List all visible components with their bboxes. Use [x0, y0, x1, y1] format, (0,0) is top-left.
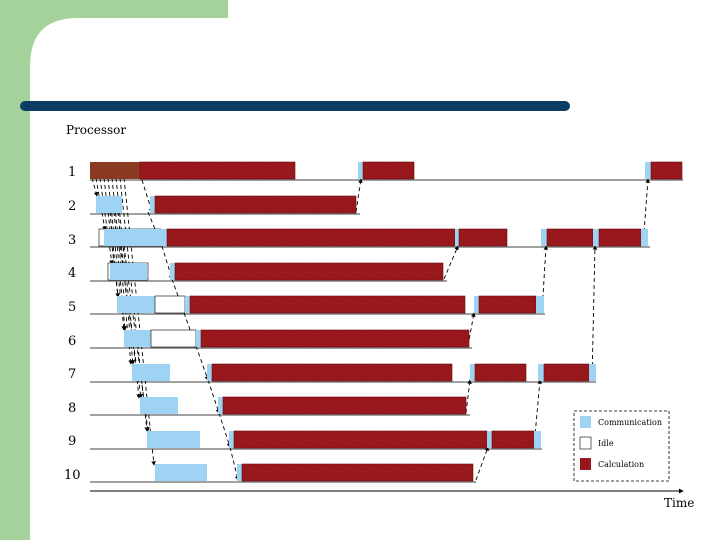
calc-block	[166, 228, 456, 247]
comm-block	[358, 162, 363, 179]
idle-block	[154, 295, 186, 314]
comm-block	[536, 296, 544, 313]
slide-frame	[0, 0, 570, 540]
title-bar	[20, 101, 570, 111]
calc-block	[491, 430, 535, 449]
message-arrow	[115, 177, 141, 399]
calc-block	[211, 363, 453, 382]
legend-swatch-calculation	[580, 458, 591, 470]
comm-block	[96, 196, 122, 213]
calc-block	[154, 195, 357, 214]
comm-block	[104, 229, 162, 246]
message-arrow	[91, 177, 99, 197]
comm-block	[474, 296, 479, 313]
processor-label: 4	[68, 266, 76, 281]
comm-block	[110, 263, 147, 280]
message-arrow	[443, 245, 459, 280]
comm-block	[150, 196, 155, 213]
calc-block	[189, 295, 466, 314]
comm-block	[237, 464, 242, 481]
calc-block-first	[90, 162, 140, 179]
message-arrow	[218, 412, 231, 448]
message-arrow	[591, 245, 598, 381]
comm-block	[541, 229, 547, 246]
legend-label: Idle	[598, 439, 614, 448]
message-arrow	[141, 179, 154, 213]
processor-label: 1	[68, 165, 76, 180]
message-arrow	[95, 177, 107, 231]
comm-block	[185, 296, 190, 313]
comm-block	[641, 229, 648, 246]
comm-block	[196, 330, 201, 347]
comm-block	[162, 229, 167, 246]
comm-block	[229, 431, 234, 448]
comm-block	[534, 431, 541, 448]
comm-block	[455, 229, 459, 246]
frame-corner	[30, 18, 78, 66]
comm-block	[207, 364, 212, 381]
processor-label: 6	[68, 334, 76, 349]
row-baselines	[90, 179, 683, 483]
comm-block	[147, 431, 200, 448]
comm-block	[170, 263, 175, 280]
legend: Communication Idle Calculation	[573, 410, 670, 482]
calc-block	[650, 161, 683, 180]
calc-block	[222, 396, 467, 415]
frame-left-green	[0, 0, 30, 540]
message-arrow	[475, 446, 489, 481]
idle-block	[150, 329, 197, 348]
message-arrow	[207, 379, 220, 414]
calc-block	[543, 363, 590, 382]
message-arrow	[123, 177, 156, 466]
legend-label: Calculation	[598, 460, 644, 469]
comm-block	[593, 229, 599, 246]
calc-block	[546, 228, 594, 247]
legend-swatch-communication	[580, 416, 591, 428]
processor-label: 5	[68, 300, 76, 315]
comm-block	[538, 364, 544, 381]
calc-block	[174, 262, 444, 281]
comm-block	[140, 397, 178, 414]
processor-label: 7	[68, 367, 76, 382]
processor-labels: 1 2 3 4 5 6 7 8 9 10	[64, 165, 81, 483]
comm-block	[487, 431, 492, 448]
comm-block	[155, 464, 207, 481]
message-arrow	[533, 379, 542, 448]
processor-label: 10	[64, 468, 81, 483]
comm-block	[589, 364, 596, 381]
message-arrow	[99, 177, 114, 265]
processor-label: 9	[68, 434, 76, 449]
comm-block	[470, 364, 475, 381]
processor-label: 8	[68, 401, 76, 416]
calc-block	[233, 430, 488, 449]
calc-block	[458, 228, 508, 247]
legend-label: Communication	[598, 418, 662, 427]
timeline-blocks	[90, 161, 683, 482]
comm-block	[218, 397, 223, 414]
calc-block	[598, 228, 642, 247]
comm-block	[645, 162, 651, 179]
calc-block	[139, 161, 296, 180]
comm-block	[132, 364, 170, 381]
calc-block	[474, 363, 527, 382]
processor-label: 2	[68, 199, 76, 214]
processor-label: 3	[68, 233, 76, 248]
y-axis-label: Processor	[66, 123, 126, 137]
message-arrow	[355, 178, 363, 213]
comm-block	[124, 330, 151, 347]
frame-top-green	[0, 0, 228, 18]
message-arrow	[465, 379, 472, 414]
message-arrow	[195, 345, 209, 381]
message-arrow	[467, 312, 476, 347]
calc-block	[478, 295, 537, 314]
message-arrow	[229, 446, 240, 481]
calc-block	[362, 161, 415, 180]
calc-block	[241, 463, 474, 482]
comm-block	[117, 296, 155, 313]
legend-swatch-idle	[579, 436, 592, 450]
x-axis-label: Time	[664, 496, 694, 510]
calc-block	[200, 329, 470, 348]
message-arrow	[109, 211, 120, 298]
